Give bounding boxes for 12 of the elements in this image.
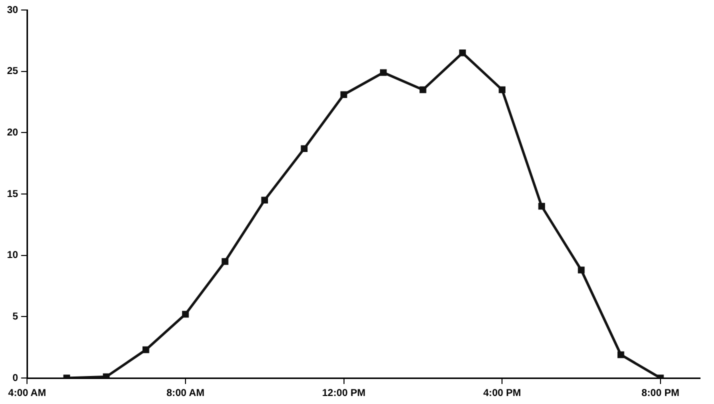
x-tick-label: 8:00 PM — [642, 388, 680, 399]
y-tick-label: 0 — [12, 372, 19, 384]
y-tick-label: 25 — [7, 66, 19, 78]
y-tick-label: 30 — [7, 4, 19, 16]
x-tick-label: 4:00 AM — [8, 388, 46, 399]
y-tick-label: 20 — [7, 127, 19, 138]
y-tick-label: 10 — [7, 250, 19, 262]
x-tick-label: 8:00 AM — [166, 388, 204, 399]
y-tick-label: 5 — [12, 311, 19, 322]
x-tick-label: 4:00 PM — [483, 388, 521, 399]
y-tick-label: 15 — [7, 188, 19, 200]
x-tick-label: 12:00 PM — [322, 388, 366, 399]
